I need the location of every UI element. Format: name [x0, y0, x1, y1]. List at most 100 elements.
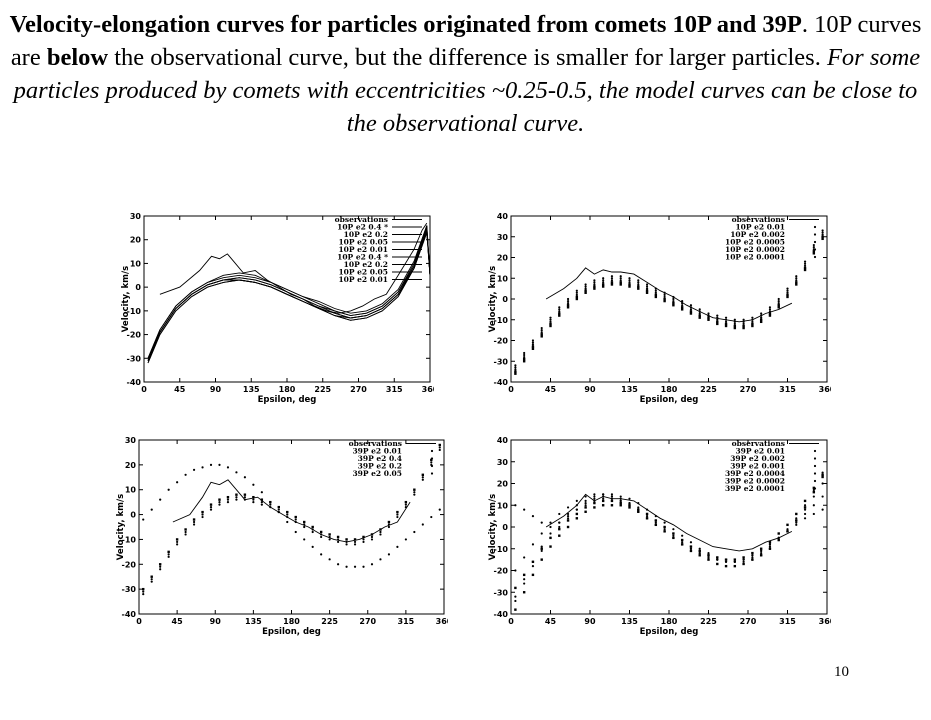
data-point	[379, 530, 382, 534]
data-point	[336, 538, 340, 541]
data-point	[311, 545, 314, 548]
data-point	[218, 503, 221, 506]
data-point	[760, 554, 763, 557]
series-line	[147, 232, 430, 364]
data-point	[584, 283, 587, 286]
data-point	[209, 506, 213, 509]
data-point	[235, 471, 238, 474]
data-point	[218, 463, 221, 466]
data-point	[396, 513, 399, 516]
data-point	[786, 528, 789, 531]
series-line	[545, 493, 793, 552]
data-point	[387, 553, 391, 556]
data-point	[345, 540, 348, 544]
data-point	[142, 593, 145, 596]
data-point	[672, 301, 675, 305]
data-point	[821, 482, 824, 485]
x-axis-label: Epsilon, deg	[262, 627, 321, 637]
x-tick-label: 270	[350, 385, 367, 394]
data-point	[362, 538, 365, 541]
legend-label: 10P e2 0.2	[344, 230, 388, 239]
data-point	[628, 506, 631, 509]
data-point	[353, 540, 357, 544]
data-point	[663, 528, 666, 531]
data-point	[680, 308, 684, 311]
y-tick-label: 40	[497, 436, 509, 445]
data-point	[760, 552, 763, 555]
data-point	[235, 498, 238, 501]
data-point	[558, 314, 561, 317]
data-point	[575, 297, 579, 301]
data-point	[751, 320, 754, 323]
data-point	[707, 554, 710, 557]
data-point	[610, 275, 614, 278]
legend-label: 10P e2 0.05	[338, 238, 388, 247]
data-point	[628, 283, 631, 286]
data-point	[531, 515, 535, 518]
x-tick-label: 0	[508, 385, 514, 394]
data-point	[531, 573, 535, 577]
data-point	[680, 306, 684, 309]
data-point	[252, 495, 255, 499]
data-point	[584, 291, 587, 294]
data-point	[689, 310, 693, 313]
data-point	[672, 295, 675, 299]
legend-marker	[813, 233, 817, 236]
data-point	[387, 525, 391, 529]
data-point	[320, 535, 323, 539]
data-point	[812, 252, 816, 255]
data-point	[584, 504, 587, 507]
data-point	[768, 547, 772, 550]
y-tick-label: -20	[122, 560, 137, 569]
data-point	[760, 314, 763, 317]
sentence-two-a: 10P curves are	[10, 11, 922, 71]
data-point	[150, 508, 153, 511]
x-tick-label: 180	[283, 617, 300, 626]
data-point	[742, 556, 745, 559]
x-tick-label: 135	[621, 617, 638, 626]
data-point	[531, 343, 535, 346]
data-point	[619, 504, 622, 507]
data-point	[303, 523, 306, 526]
data-point	[742, 560, 745, 563]
data-point	[387, 523, 391, 526]
data-point	[192, 520, 196, 524]
data-point	[812, 491, 816, 494]
data-point	[531, 565, 535, 568]
y-tick-label: 20	[125, 461, 137, 470]
data-point	[645, 285, 649, 288]
x-tick-label: 90	[584, 617, 596, 626]
data-point	[724, 564, 728, 568]
y-tick-label: -30	[127, 354, 142, 363]
data-point	[716, 558, 719, 561]
legend-label: 10P e2 0.0002	[725, 245, 785, 254]
data-point	[602, 493, 605, 496]
data-point	[759, 318, 763, 321]
y-tick-label: 30	[497, 458, 509, 467]
data-point	[514, 364, 517, 367]
data-point	[328, 535, 331, 539]
data-point	[759, 547, 763, 550]
data-point	[540, 326, 543, 330]
data-point	[379, 533, 382, 536]
data-point	[821, 235, 824, 238]
data-point	[438, 508, 441, 511]
data-point	[795, 281, 798, 284]
y-tick-label: -10	[494, 545, 509, 554]
data-point	[821, 473, 824, 476]
data-point	[531, 341, 535, 344]
data-point	[218, 501, 221, 504]
data-point	[566, 517, 570, 520]
y-axis-label: Velocity, km/s	[488, 266, 498, 332]
y-tick-label: 10	[497, 501, 509, 510]
data-point	[593, 499, 596, 502]
data-point	[158, 563, 162, 566]
data-point	[821, 471, 824, 474]
data-point	[184, 530, 187, 534]
data-point	[637, 510, 640, 513]
data-point	[645, 287, 649, 290]
chart-top-right: -40 -30 -20 -10 0 10 20 30 40 0 45 90 135 180 225 270 31…	[488, 212, 831, 405]
data-point	[540, 521, 543, 524]
data-point	[733, 320, 736, 323]
data-point	[184, 533, 187, 536]
